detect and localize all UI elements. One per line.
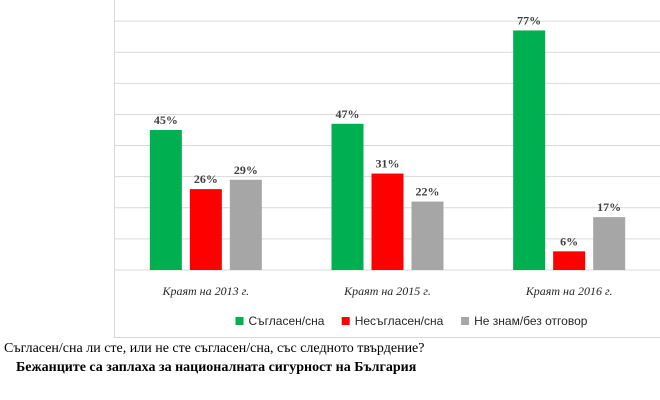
data-label: 17% [597,200,621,214]
chart-frame: 45% 26% 29% Краят на 2013 г. 47% 31% 22% Краят … [114,0,660,338]
survey-statement: Бежанците са заплаха за националната сиг… [16,360,417,375]
data-label: 22% [416,185,440,199]
bar [331,123,364,271]
data-label: 77% [517,13,541,27]
bar [513,30,546,271]
data-label: 31% [376,157,400,171]
category-label: Краят на 2016 г. [525,284,613,298]
data-label: 29% [234,163,258,177]
data-label: 47% [336,107,360,121]
bar [189,189,222,270]
survey-question: Съгласен/сна ли сте, или не сте съгласен… [4,341,425,356]
bar [371,173,404,270]
legend-swatch [235,317,244,325]
data-label: 6% [560,234,578,248]
bar [593,217,626,270]
bar [149,130,182,270]
data-label: 45% [154,113,178,127]
bar [411,201,444,270]
legend-label: Съгласен/сна [249,314,325,328]
category-label: Краят на 2015 г. [343,284,431,298]
bar [229,179,262,270]
legend-swatch [341,317,350,325]
bar [553,251,586,270]
data-label: 26% [194,172,218,186]
legend-swatch [461,317,470,325]
legend-label: Не знам/без отговор [474,314,588,328]
legend-label: Несъгласен/сна [355,314,444,328]
category-label: Краят на 2013 г. [161,284,249,298]
bar-chart: 45% 26% 29% Краят на 2013 г. 47% 31% 22% Краят … [115,13,660,328]
